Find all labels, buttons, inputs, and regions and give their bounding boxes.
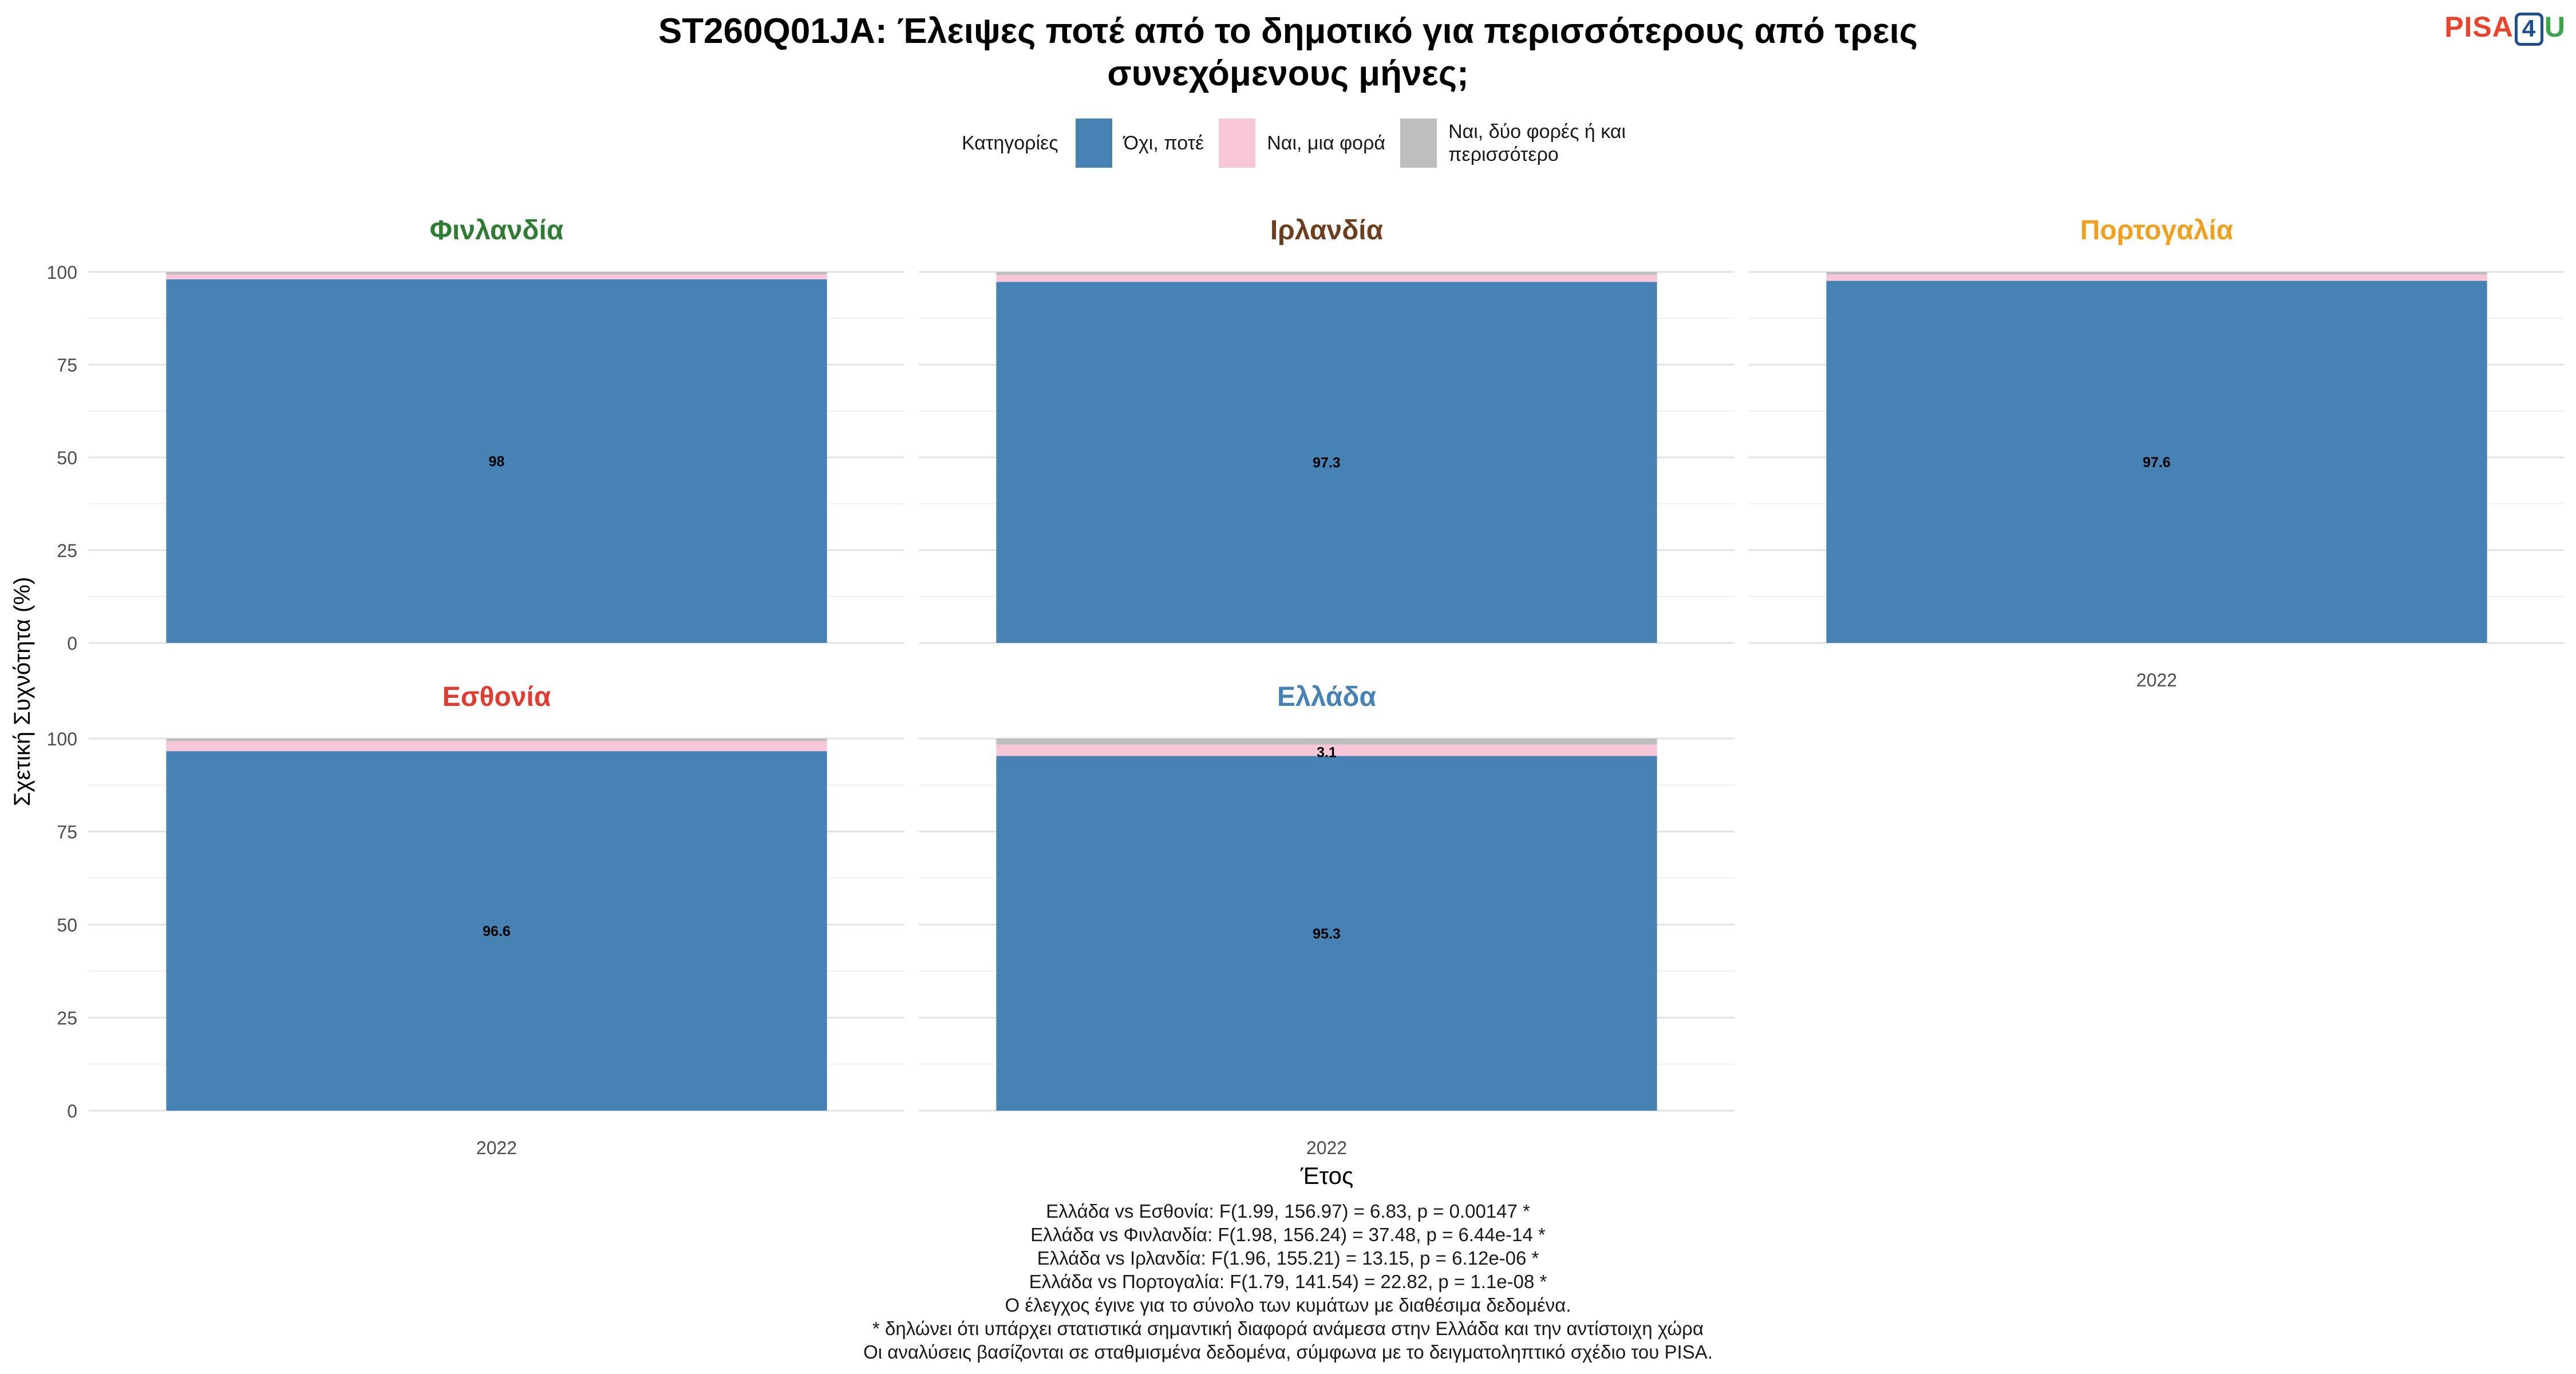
note-line: Οι αναλύσεις βασίζονται σε σταθμισμένα δ…	[863, 1341, 1713, 1363]
x-tick-label: 2022	[1306, 1138, 1347, 1158]
note-line: Ελλάδα vs Ιρλανδία: F(1.96, 155.21) = 13…	[1037, 1247, 1539, 1269]
chart-title-line-2: συνεχόμενους μήνες;	[1107, 54, 1469, 93]
legend-label-once: Ναι, μια φορά	[1267, 132, 1386, 154]
note-line: Ο έλεγχος έγινε για το σύνολο των κυμάτω…	[1005, 1294, 1571, 1316]
x-axis-title: Έτος	[1300, 1162, 1354, 1189]
legend-key-twice-or-more	[1400, 119, 1437, 168]
statistical-notes: Ελλάδα vs Εσθονία: F(1.99, 156.97) = 6.8…	[0, 1199, 2576, 1364]
bar-segment	[166, 272, 827, 275]
bar-segment	[166, 739, 827, 741]
logo-text-pisa: PISA	[2444, 11, 2514, 43]
facet-title: Εσθονία	[442, 682, 551, 712]
facet-title: Πορτογαλία	[2080, 215, 2234, 246]
legend-item-twice-or-more: Ναι, δύο φορές ή και περισσότερο	[1400, 119, 1654, 168]
y-tick-label: 100	[47, 262, 77, 283]
note-line: Ελλάδα vs Πορτογαλία: F(1.79, 141.54) = …	[1029, 1271, 1547, 1292]
legend-item-never: Όχι, ποτέ	[1075, 119, 1204, 168]
bar-data-label: 95.3	[1313, 926, 1341, 942]
legend-key-never	[1075, 119, 1112, 168]
x-tick-label: 2022	[2136, 670, 2177, 690]
bar-segment	[996, 739, 1657, 745]
faceted-stacked-bar-chart: 0 25 50 75 100 98 Φινλανδία 97.3 Ιρλανδία 97.6 Πορ…	[10, 215, 2565, 1189]
facet-title: Φινλανδία	[430, 215, 564, 246]
legend: Κατηγορίες Όχι, ποτέ Ναι, μια φορά Ναι, …	[962, 117, 1669, 169]
bar-segment	[1826, 281, 2487, 643]
y-tick-label: 75	[57, 355, 77, 376]
bar-segment	[1826, 272, 2487, 275]
legend-title: Κατηγορίες	[962, 132, 1058, 154]
legend-label-never: Όχι, ποτέ	[1123, 132, 1204, 154]
y-tick-label: 0	[67, 1101, 77, 1122]
bar-data-label: 97.3	[1313, 455, 1341, 471]
facet-title: Ελλάδα	[1277, 682, 1376, 712]
logo-text-4: 4	[2514, 13, 2543, 46]
note-line: * δηλώνει ότι υπάρχει στατιστικά σημαντι…	[872, 1318, 1704, 1339]
legend-item-once: Ναι, μια φορά	[1219, 119, 1385, 168]
note-line: Ελλάδα vs Φινλανδία: F(1.98, 156.24) = 3…	[1030, 1224, 1546, 1245]
bar-segment	[166, 279, 827, 643]
bar-segment	[1826, 274, 2487, 281]
y-tick-label: 50	[57, 915, 77, 935]
bar-segment	[996, 275, 1657, 282]
facet-title: Ιρλανδία	[1270, 215, 1384, 246]
y-tick-label: 50	[57, 448, 77, 468]
y-tick-label: 25	[57, 1008, 77, 1029]
bar-data-label: 96.6	[483, 923, 511, 939]
bar-data-label: 98	[489, 453, 505, 469]
bar-segment	[166, 741, 827, 752]
y-tick-label: 100	[47, 729, 77, 749]
bar-segment	[996, 272, 1657, 275]
y-axis-title: Σχετική Συχνότητα (%)	[10, 577, 35, 807]
bar-segment	[996, 282, 1657, 643]
pisa4u-logo: PISA 4 U	[2444, 10, 2566, 46]
chart-title-line-1: ST260Q01JA: Έλειψες ποτέ από το δημοτικό…	[658, 11, 1918, 51]
y-tick-label: 0	[67, 633, 77, 654]
y-tick-label: 25	[57, 540, 77, 561]
legend-key-once	[1219, 119, 1256, 168]
y-tick-label: 75	[57, 822, 77, 843]
bar-segment	[996, 756, 1657, 1111]
bar-segment	[166, 274, 827, 279]
x-tick-label: 2022	[476, 1138, 517, 1158]
bar-segment	[996, 744, 1657, 756]
bar-data-label: 97.6	[2143, 455, 2171, 471]
bar-data-label: 3.1	[1317, 744, 1337, 760]
note-line: Ελλάδα vs Εσθονία: F(1.99, 156.97) = 6.8…	[1046, 1201, 1530, 1222]
bar-segment	[166, 751, 827, 1111]
legend-label-twice-or-more: Ναι, δύο φορές ή και περισσότερο	[1448, 121, 1626, 165]
logo-text-u: U	[2544, 11, 2566, 43]
